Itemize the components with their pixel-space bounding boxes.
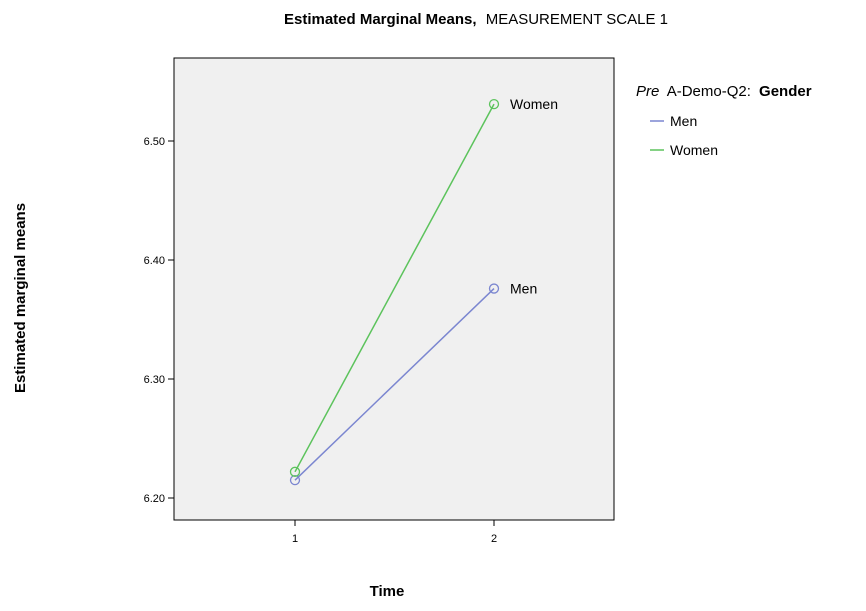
series-end-label-men: Men	[510, 281, 537, 297]
data-point-men	[488, 283, 500, 294]
series: Men Women	[289, 96, 558, 486]
x-tick-label: 1	[292, 533, 298, 545]
legend-title-plain: A-Demo-Q2:	[667, 83, 751, 100]
series-line-women	[294, 103, 495, 473]
data-point-men	[289, 474, 301, 486]
chart-title: Estimated Marginal Means, MEASUREMENT SC…	[284, 11, 668, 28]
axes: 6.20 6.30 6.40 6.50 1 2	[144, 136, 497, 545]
legend-label-men: Men	[670, 113, 697, 129]
legend-label-women: Women	[670, 142, 718, 158]
data-point-women	[488, 98, 500, 110]
legend-title: Pre A-Demo-Q2: Gender	[636, 83, 812, 100]
data-point-women	[289, 466, 301, 477]
legend-title-italic: Pre	[636, 83, 659, 100]
chart-title-main: Estimated Marginal Means,	[284, 11, 477, 28]
series-line-men	[294, 288, 495, 481]
y-tick-label: 6.30	[144, 374, 165, 386]
legend: Men Women	[650, 113, 718, 158]
y-tick-label: 6.20	[144, 493, 165, 505]
x-tick-label: 2	[491, 533, 497, 545]
series-end-label-women: Women	[510, 96, 558, 112]
y-axis-label: Estimated marginal means	[12, 203, 29, 393]
legend-title-bold: Gender	[759, 83, 812, 100]
y-tick-label: 6.40	[144, 255, 165, 267]
x-axis-label: Time	[370, 583, 405, 600]
chart-title-sub: MEASUREMENT SCALE 1	[486, 11, 668, 28]
y-tick-label: 6.50	[144, 136, 165, 148]
